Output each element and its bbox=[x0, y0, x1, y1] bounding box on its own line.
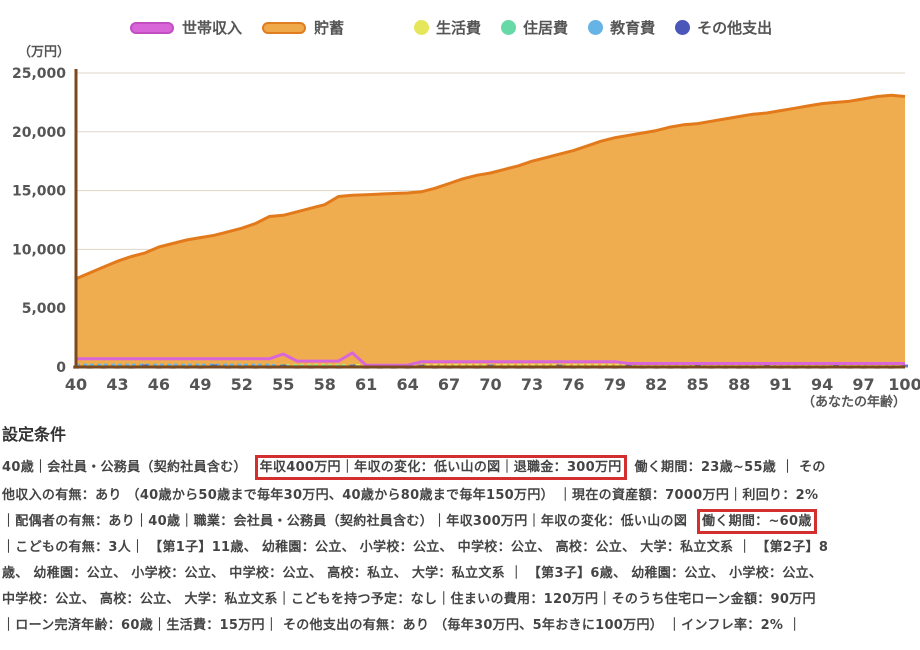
legend-swatch-living bbox=[414, 20, 430, 35]
legend-swatch-income bbox=[130, 21, 174, 34]
legend-swatch-education bbox=[588, 20, 604, 35]
y-tick-label: 25,000 bbox=[12, 66, 66, 82]
x-tick-label: 88 bbox=[728, 375, 750, 394]
income-line bbox=[76, 351, 905, 367]
x-tick-label: 79 bbox=[604, 375, 626, 394]
x-tick-label: 58 bbox=[314, 375, 336, 394]
legend-label-savings: 貯蓄 bbox=[314, 19, 345, 37]
legend-swatch-savings bbox=[262, 21, 307, 34]
x-tick-label: 73 bbox=[521, 375, 543, 394]
x-tick-label: 70 bbox=[479, 375, 501, 394]
x-tick-label: 52 bbox=[231, 375, 253, 394]
settings-line-7: ｜ローン完済年齢：60歳｜生活費：15万円｜ その他支出の有無：あり （毎年30… bbox=[2, 614, 801, 633]
savings-area-chart: （万円） 0 5,000 10,000 15,000 20,000 25,000 40 43 4… bbox=[12, 44, 920, 410]
settings-line-3: ｜配偶者の有無：あり｜40歳｜職業：会社員・公務員（契約社員含む）｜年収300万… bbox=[2, 509, 817, 534]
legend-item-savings[interactable]: 貯蓄 bbox=[262, 17, 344, 38]
x-tick-label: 67 bbox=[438, 375, 460, 394]
settings-line-5: 歳、 幼稚園：公立、 小学校：公立、 中学校：公立、 高校：私立、 大学：私立文… bbox=[2, 562, 822, 581]
settings-text: 他収入の有無：あり （40歳から50歳まで毎年30万円、40歳から80歳まで毎年… bbox=[2, 488, 819, 503]
legend-label-housing: 住居費 bbox=[523, 19, 569, 37]
legend-swatch-housing bbox=[501, 20, 517, 35]
legend-swatch-other bbox=[675, 20, 691, 35]
x-tick-label: 97 bbox=[852, 375, 874, 394]
legend-label-education: 教育費 bbox=[610, 19, 656, 37]
settings-text: ｜こどもの有無：3人｜ 【第1子】11歳、 幼稚園：公立、 小学校：公立、 中学… bbox=[2, 540, 829, 555]
x-tick-label: 43 bbox=[106, 375, 128, 394]
settings-highlight-work-period: 働く期間：~60歳 bbox=[696, 509, 817, 534]
settings-highlight-income: 年収400万円｜年収の変化：低い山の図｜退職金：300万円 bbox=[254, 455, 627, 480]
x-axis-label: （あなたの年齢） bbox=[802, 394, 906, 410]
x-tick-label: 64 bbox=[396, 375, 418, 394]
settings-line-6: 中学校：公立、 高校：公立、 大学：私立文系｜こどもを持つ予定：なし｜住まいの費… bbox=[2, 588, 816, 607]
settings-line-1: 40歳｜会社員・公務員（契約社員含む） 年収400万円｜年収の変化：低い山の図｜… bbox=[2, 455, 826, 480]
x-tick-label: 76 bbox=[562, 375, 584, 394]
y-axis-unit-label: （万円） bbox=[18, 44, 70, 60]
chart-legend: 世帯収入 貯蓄 生活費 住居費 教育費 その他支出 bbox=[130, 17, 792, 38]
legend-item-living[interactable]: 生活費 bbox=[414, 17, 481, 38]
y-tick-label: 15,000 bbox=[12, 184, 66, 200]
settings-text: 歳、 幼稚園：公立、 小学校：公立、 中学校：公立、 高校：私立、 大学：私立文… bbox=[2, 566, 823, 581]
x-tick-label: 85 bbox=[687, 375, 709, 394]
settings-text: 働く期間：23歳~55歳 ｜ その bbox=[634, 460, 826, 475]
y-tick-label: 20,000 bbox=[12, 125, 66, 141]
y-tick-label: 0 bbox=[56, 360, 66, 376]
settings-line-2: 他収入の有無：あり （40歳から50歳まで毎年30万円、40歳から80歳まで毎年… bbox=[2, 484, 818, 503]
y-tick-label: 5,000 bbox=[22, 301, 67, 317]
legend-label-living: 生活費 bbox=[436, 19, 482, 37]
legend-item-income[interactable]: 世帯収入 bbox=[130, 17, 242, 38]
x-tick-label: 82 bbox=[645, 375, 667, 394]
legend-item-other[interactable]: その他支出 bbox=[675, 17, 772, 38]
x-tick-label: 100 bbox=[888, 375, 920, 394]
savings-area bbox=[76, 95, 905, 368]
legend-item-housing[interactable]: 住居費 bbox=[501, 17, 568, 38]
x-tick-label: 61 bbox=[355, 375, 377, 394]
x-tick-label: 91 bbox=[770, 375, 792, 394]
settings-text: ｜ローン完済年齢：60歳｜生活費：15万円｜ その他支出の有無：あり （毎年30… bbox=[2, 618, 802, 633]
legend-label-other: その他支出 bbox=[697, 19, 773, 37]
savings-line bbox=[75, 93, 906, 281]
legend-item-education[interactable]: 教育費 bbox=[588, 17, 655, 38]
y-tick-label: 10,000 bbox=[12, 242, 66, 258]
x-tick-label: 49 bbox=[189, 375, 211, 394]
settings-line-4: ｜こどもの有無：3人｜ 【第1子】11歳、 幼稚園：公立、 小学校：公立、 中学… bbox=[2, 536, 828, 555]
x-tick-label: 40 bbox=[65, 375, 87, 394]
settings-text: ｜配偶者の有無：あり｜40歳｜職業：会社員・公務員（契約社員含む）｜年収300万… bbox=[2, 514, 688, 529]
settings-text: 40歳｜会社員・公務員（契約社員含む） bbox=[2, 460, 247, 475]
x-tick-label: 94 bbox=[811, 375, 833, 394]
chart-marks bbox=[73, 93, 908, 369]
x-tick-label: 55 bbox=[272, 375, 294, 394]
settings-text: 中学校：公立、 高校：公立、 大学：私立文系｜こどもを持つ予定：なし｜住まいの費… bbox=[2, 592, 816, 607]
chart-axes: 0 5,000 10,000 15,000 20,000 25,000 40 43 46 49 52… bbox=[12, 66, 920, 394]
x-tick-label: 46 bbox=[148, 375, 170, 394]
legend-label-income: 世帯収入 bbox=[182, 19, 243, 37]
settings-title: 設定条件 bbox=[2, 425, 67, 444]
